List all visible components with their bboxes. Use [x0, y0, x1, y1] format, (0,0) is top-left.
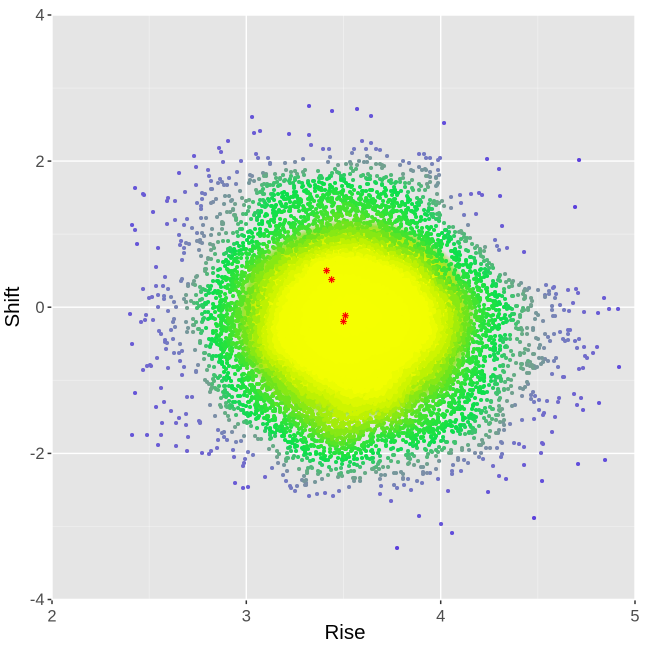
- svg-text:2: 2: [35, 153, 44, 171]
- svg-text:Rise: Rise: [324, 621, 365, 644]
- svg-text:-4: -4: [30, 591, 45, 609]
- svg-text:Shift: Shift: [1, 286, 24, 327]
- svg-text:3: 3: [242, 608, 251, 626]
- svg-text:4: 4: [436, 608, 445, 626]
- svg-text:2: 2: [47, 608, 56, 626]
- svg-text:-2: -2: [30, 445, 45, 463]
- svg-text:5: 5: [630, 608, 639, 626]
- svg-text:4: 4: [35, 7, 44, 25]
- svg-text:0: 0: [35, 299, 44, 317]
